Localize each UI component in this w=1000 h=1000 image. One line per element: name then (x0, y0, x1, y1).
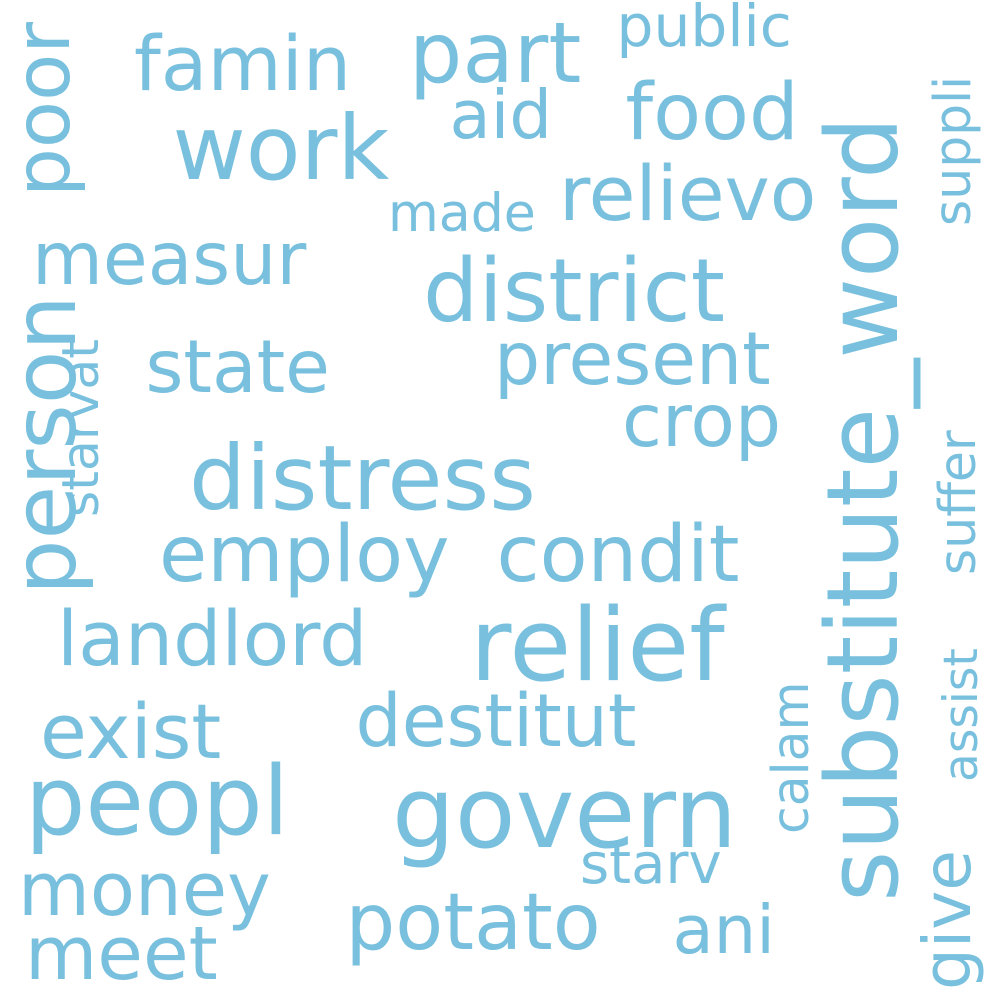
word-assist: assist (933, 648, 989, 782)
word-relievo: relievo (559, 149, 817, 238)
word-measur: measur (32, 217, 307, 302)
word-potato: potato (345, 877, 601, 968)
word-peopl: peopl (25, 747, 290, 857)
word-starv: starv (580, 832, 722, 897)
word-calam: calam (760, 681, 820, 834)
word-distress: distress (189, 427, 536, 531)
word-landlord: landlord (57, 594, 368, 683)
word-ani: ani (672, 890, 775, 969)
word-food: food (625, 67, 799, 158)
word-govern: govern (392, 755, 738, 871)
word-suppli: suppli (922, 75, 982, 226)
word-made: made (388, 184, 536, 244)
word-poor: poor (0, 22, 88, 197)
word-crop: crop (622, 379, 782, 464)
word-work: work (172, 97, 390, 201)
word-give: give (909, 850, 986, 990)
word-exist: exist (40, 687, 222, 776)
word-substitute-word: substitute_word (806, 116, 921, 902)
word-relief: relief (470, 585, 725, 704)
word-aid: aid (449, 75, 553, 154)
word-public: public (616, 0, 792, 60)
word-money: money (18, 848, 271, 933)
word-destitut: destitut (355, 679, 637, 764)
word-meet: meet (25, 910, 218, 997)
word-state: state (145, 325, 330, 410)
word-part: part (409, 3, 582, 102)
word-suffer: suffer (927, 430, 987, 575)
word-condit: condit (496, 509, 740, 600)
word-starvat: starvat (50, 338, 110, 517)
word-famin: famin (134, 19, 352, 108)
word-present: present (494, 317, 771, 402)
word-employ: employ (159, 509, 450, 600)
word-district: district (423, 239, 725, 342)
